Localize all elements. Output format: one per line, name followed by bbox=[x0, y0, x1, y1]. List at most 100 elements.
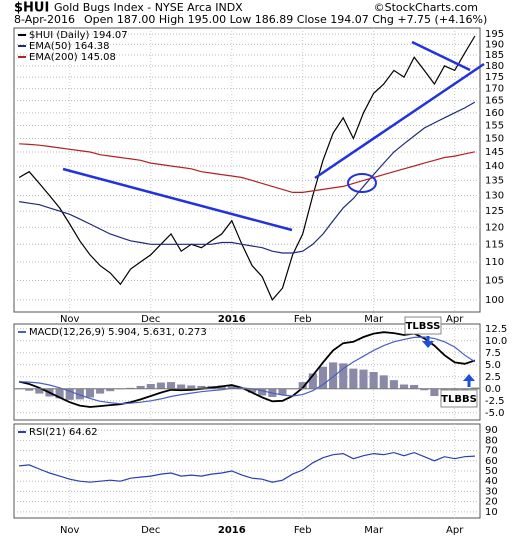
trendline bbox=[314, 62, 485, 180]
crossover-circle bbox=[347, 173, 377, 193]
y-tick-label: 7.5 bbox=[485, 348, 501, 359]
series-line bbox=[19, 101, 476, 254]
histogram-bar bbox=[339, 363, 348, 389]
trendline bbox=[411, 40, 471, 72]
y-tick-label: 155 bbox=[485, 120, 504, 131]
y-tick-label: 145 bbox=[485, 147, 504, 158]
histogram-bar bbox=[329, 362, 338, 389]
y-tick-label: 100 bbox=[485, 295, 504, 306]
annotation-box bbox=[440, 389, 478, 408]
y-tick-label: 20 bbox=[485, 497, 498, 508]
histogram-bar bbox=[258, 388, 267, 396]
y-tick-label: 12.5 bbox=[485, 324, 507, 335]
histogram-bar bbox=[75, 388, 84, 400]
annotation-box bbox=[404, 316, 442, 335]
chart-title: Gold Bugs Index - NYSE Arca INDX bbox=[54, 1, 243, 14]
histogram-bar bbox=[410, 384, 419, 389]
x-tick-label: Apr bbox=[446, 525, 464, 536]
x-tick-label: Feb bbox=[294, 314, 312, 325]
histogram-bar bbox=[136, 385, 145, 389]
y-tick-label: 150 bbox=[485, 133, 504, 144]
y-tick-label: 2.5 bbox=[485, 372, 501, 383]
credit: ©StockCharts.com bbox=[374, 1, 478, 14]
histogram-bar bbox=[55, 388, 64, 399]
histogram-bar bbox=[85, 388, 95, 398]
y-tick-label: 5.0 bbox=[485, 360, 501, 371]
trendline bbox=[62, 167, 293, 232]
series-line bbox=[19, 451, 475, 483]
y-tick-label: 130 bbox=[485, 190, 504, 201]
panel-frame bbox=[13, 27, 481, 313]
series-line bbox=[19, 143, 476, 193]
x-tick-label: 2016 bbox=[218, 525, 246, 536]
series-line bbox=[18, 35, 476, 302]
series-line bbox=[18, 331, 476, 408]
y-tick-label: 10.0 bbox=[485, 336, 507, 347]
histogram-bar bbox=[308, 373, 317, 389]
annotation: TLBBS bbox=[441, 394, 477, 405]
y-tick-label: 160 bbox=[485, 108, 504, 119]
histogram-bar bbox=[430, 388, 439, 396]
y-tick-label: 185 bbox=[485, 50, 504, 61]
y-tick-label: 90 bbox=[485, 425, 498, 436]
histogram-bar bbox=[298, 382, 307, 389]
histogram-bar bbox=[227, 385, 236, 389]
y-tick-label: 195 bbox=[485, 29, 504, 40]
x-tick-label: Dec bbox=[141, 314, 160, 325]
histogram-bar bbox=[379, 375, 388, 389]
y-tick-label: 135 bbox=[485, 175, 504, 186]
panel-title: RSI(21) 64.62 bbox=[29, 427, 98, 438]
y-tick-label: 0.0 bbox=[485, 384, 501, 395]
quote: Open 187.00 High 195.00 Low 186.89 Close… bbox=[84, 13, 487, 26]
histogram-bar bbox=[470, 387, 479, 389]
y-tick-label: 125 bbox=[485, 206, 504, 217]
y-tick-label: 140 bbox=[485, 161, 504, 172]
histogram-bar bbox=[278, 388, 287, 395]
histogram-bar bbox=[399, 384, 409, 389]
y-tick-label: 165 bbox=[485, 96, 504, 107]
x-tick-label: Feb bbox=[294, 525, 312, 536]
legend-entry: EMA(200) 145.08 bbox=[29, 52, 116, 63]
histogram-bar bbox=[25, 388, 34, 391]
histogram-bar bbox=[146, 384, 155, 389]
y-tick-label: 50 bbox=[485, 466, 498, 477]
x-tick-label: Nov bbox=[60, 525, 80, 536]
histogram-bar bbox=[197, 385, 206, 389]
histogram-bar bbox=[318, 366, 328, 389]
y-tick-label: 115 bbox=[485, 239, 504, 250]
y-tick-label: -5.0 bbox=[485, 408, 505, 419]
histogram-bar bbox=[389, 380, 398, 389]
panel-frame bbox=[13, 423, 481, 519]
panel-title: MACD(12,26,9) 5.904, 5.631, 0.273 bbox=[29, 327, 207, 338]
histogram-bar bbox=[187, 385, 196, 389]
y-tick-label: 175 bbox=[485, 72, 504, 83]
histogram-bar bbox=[156, 382, 165, 389]
y-tick-label: 170 bbox=[485, 84, 504, 95]
histogram-bar bbox=[369, 372, 378, 389]
date: 8-Apr-2016 bbox=[14, 13, 75, 26]
y-tick-label: -2.5 bbox=[485, 396, 505, 407]
y-tick-label: 70 bbox=[485, 446, 498, 457]
histogram-bar bbox=[420, 388, 429, 391]
histogram-bar bbox=[106, 388, 115, 392]
y-tick-label: 60 bbox=[485, 456, 498, 467]
histogram-bar bbox=[248, 388, 257, 393]
y-tick-label: 105 bbox=[485, 275, 504, 286]
annotation-arrowhead bbox=[422, 341, 434, 348]
x-tick-label: Nov bbox=[60, 314, 80, 325]
y-tick-label: 190 bbox=[485, 39, 504, 50]
y-tick-label: 80 bbox=[485, 435, 498, 446]
y-tick-label: 30 bbox=[485, 486, 498, 497]
x-tick-label: Dec bbox=[141, 525, 160, 536]
x-tick-label: Apr bbox=[446, 314, 464, 325]
legend-entry: $HUI (Daily) 194.07 bbox=[29, 30, 128, 41]
histogram-bar bbox=[177, 384, 186, 389]
histogram-bar bbox=[359, 369, 368, 389]
y-tick-label: 120 bbox=[485, 222, 504, 233]
histogram-bar bbox=[96, 388, 105, 394]
x-tick-label: Mar bbox=[364, 314, 384, 325]
legend-entry: EMA(50) 164.38 bbox=[29, 41, 109, 52]
y-tick-label: 180 bbox=[485, 61, 504, 72]
histogram-bar bbox=[35, 388, 44, 394]
